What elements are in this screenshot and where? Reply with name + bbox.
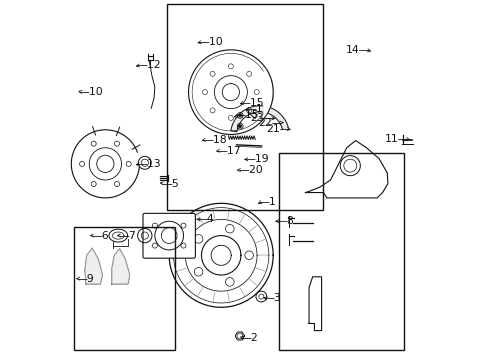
Text: 22—: 22— — [258, 118, 283, 128]
Text: —18: —18 — [202, 135, 226, 145]
Text: —16: —16 — [244, 104, 269, 114]
Text: —10: —10 — [79, 87, 103, 97]
Polygon shape — [85, 248, 102, 284]
Text: 23—: 23— — [249, 113, 274, 123]
Circle shape — [238, 114, 241, 117]
Text: —12: —12 — [137, 60, 161, 70]
Circle shape — [238, 125, 241, 128]
Text: —5: —5 — [161, 179, 179, 189]
Polygon shape — [230, 106, 288, 132]
Text: 14—: 14— — [346, 45, 370, 55]
Text: —20: —20 — [238, 165, 262, 175]
Text: —2: —2 — [240, 333, 257, 343]
Text: —19: —19 — [244, 154, 268, 164]
Text: 21—: 21— — [265, 124, 290, 134]
Text: —9: —9 — [77, 274, 94, 284]
Text: —4: —4 — [196, 215, 213, 224]
Text: —10: —10 — [198, 37, 223, 47]
Text: —3: —3 — [263, 293, 280, 303]
Polygon shape — [264, 70, 273, 114]
Text: 11—: 11— — [384, 134, 408, 144]
Text: —13: —13 — [137, 159, 161, 169]
Text: —7: —7 — [118, 231, 136, 240]
Text: —8: —8 — [276, 216, 294, 226]
Bar — [167, 4, 323, 211]
Text: —6: —6 — [91, 231, 109, 240]
Text: —17: —17 — [216, 145, 241, 156]
Bar — [278, 153, 403, 350]
FancyBboxPatch shape — [142, 213, 195, 258]
Bar — [74, 226, 174, 350]
Text: —1: —1 — [258, 197, 276, 207]
Text: —15: —15 — [234, 111, 259, 121]
Text: —15: —15 — [239, 98, 264, 108]
Polygon shape — [112, 249, 129, 284]
